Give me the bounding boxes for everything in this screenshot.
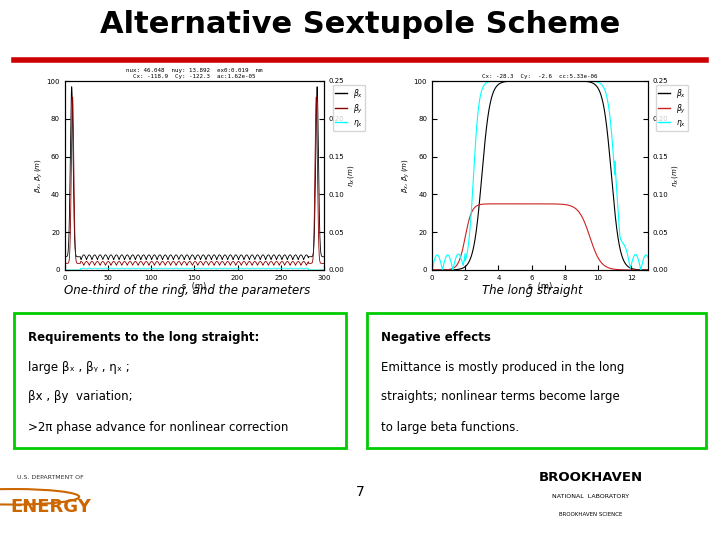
Y-axis label: $\beta_x,\,\beta_y\,(m)$: $\beta_x,\,\beta_y\,(m)$ (34, 158, 45, 193)
Text: βx , βy  variation;: βx , βy variation; (27, 390, 132, 403)
Text: One-third of the ring, and the parameters: One-third of the ring, and the parameter… (64, 284, 310, 298)
Legend: $\beta_x$, $\beta_y$, $\eta_x$: $\beta_x$, $\beta_y$, $\eta_x$ (333, 85, 365, 131)
Text: U.S. DEPARTMENT OF: U.S. DEPARTMENT OF (17, 475, 84, 480)
X-axis label: s  (m): s (m) (528, 282, 552, 291)
X-axis label: s  (m): s (m) (182, 282, 207, 291)
Text: Requirements to the long straight:: Requirements to the long straight: (27, 331, 259, 344)
Text: NATIONAL  LABORATORY: NATIONAL LABORATORY (552, 494, 629, 500)
Text: Alternative Sextupole Scheme: Alternative Sextupole Scheme (100, 10, 620, 39)
Text: ENERGY: ENERGY (10, 498, 91, 516)
Y-axis label: $\eta_x\,(m)$: $\eta_x\,(m)$ (346, 164, 356, 187)
Text: Emittance is mostly produced in the long: Emittance is mostly produced in the long (381, 361, 624, 374)
Text: Negative effects: Negative effects (381, 331, 490, 344)
Legend: $\beta_x$, $\beta_y$, $\eta_x$: $\beta_x$, $\beta_y$, $\eta_x$ (656, 85, 688, 131)
Text: to large beta functions.: to large beta functions. (381, 421, 519, 435)
Text: BROOKHAVEN: BROOKHAVEN (539, 471, 642, 484)
Text: straights; nonlinear terms become large: straights; nonlinear terms become large (381, 390, 619, 403)
Text: BROOKHAVEN SCIENCE: BROOKHAVEN SCIENCE (559, 511, 622, 517)
Text: The long straight: The long straight (482, 284, 583, 298)
FancyBboxPatch shape (14, 313, 346, 448)
Y-axis label: $\eta_x\,(m)$: $\eta_x\,(m)$ (670, 164, 680, 187)
Text: 7: 7 (356, 485, 364, 500)
Text: large βₓ , βᵧ , ηₓ ;: large βₓ , βᵧ , ηₓ ; (27, 361, 130, 374)
FancyBboxPatch shape (367, 313, 706, 448)
Y-axis label: $\beta_x,\,\beta_y\,(m)$: $\beta_x,\,\beta_y\,(m)$ (401, 158, 413, 193)
Text: >2π phase advance for nonlinear correction: >2π phase advance for nonlinear correcti… (27, 421, 288, 435)
Title: Cx: -28.3  Cy:  -2.6  cc:5.33e-06: Cx: -28.3 Cy: -2.6 cc:5.33e-06 (482, 74, 598, 79)
Title: nux: 46.048  nuy: 13.892  ex0:0.019  nm
Cx: -118.9  Cy: -122.3  ac:1.62e-05: nux: 46.048 nuy: 13.892 ex0:0.019 nm Cx:… (126, 69, 263, 79)
